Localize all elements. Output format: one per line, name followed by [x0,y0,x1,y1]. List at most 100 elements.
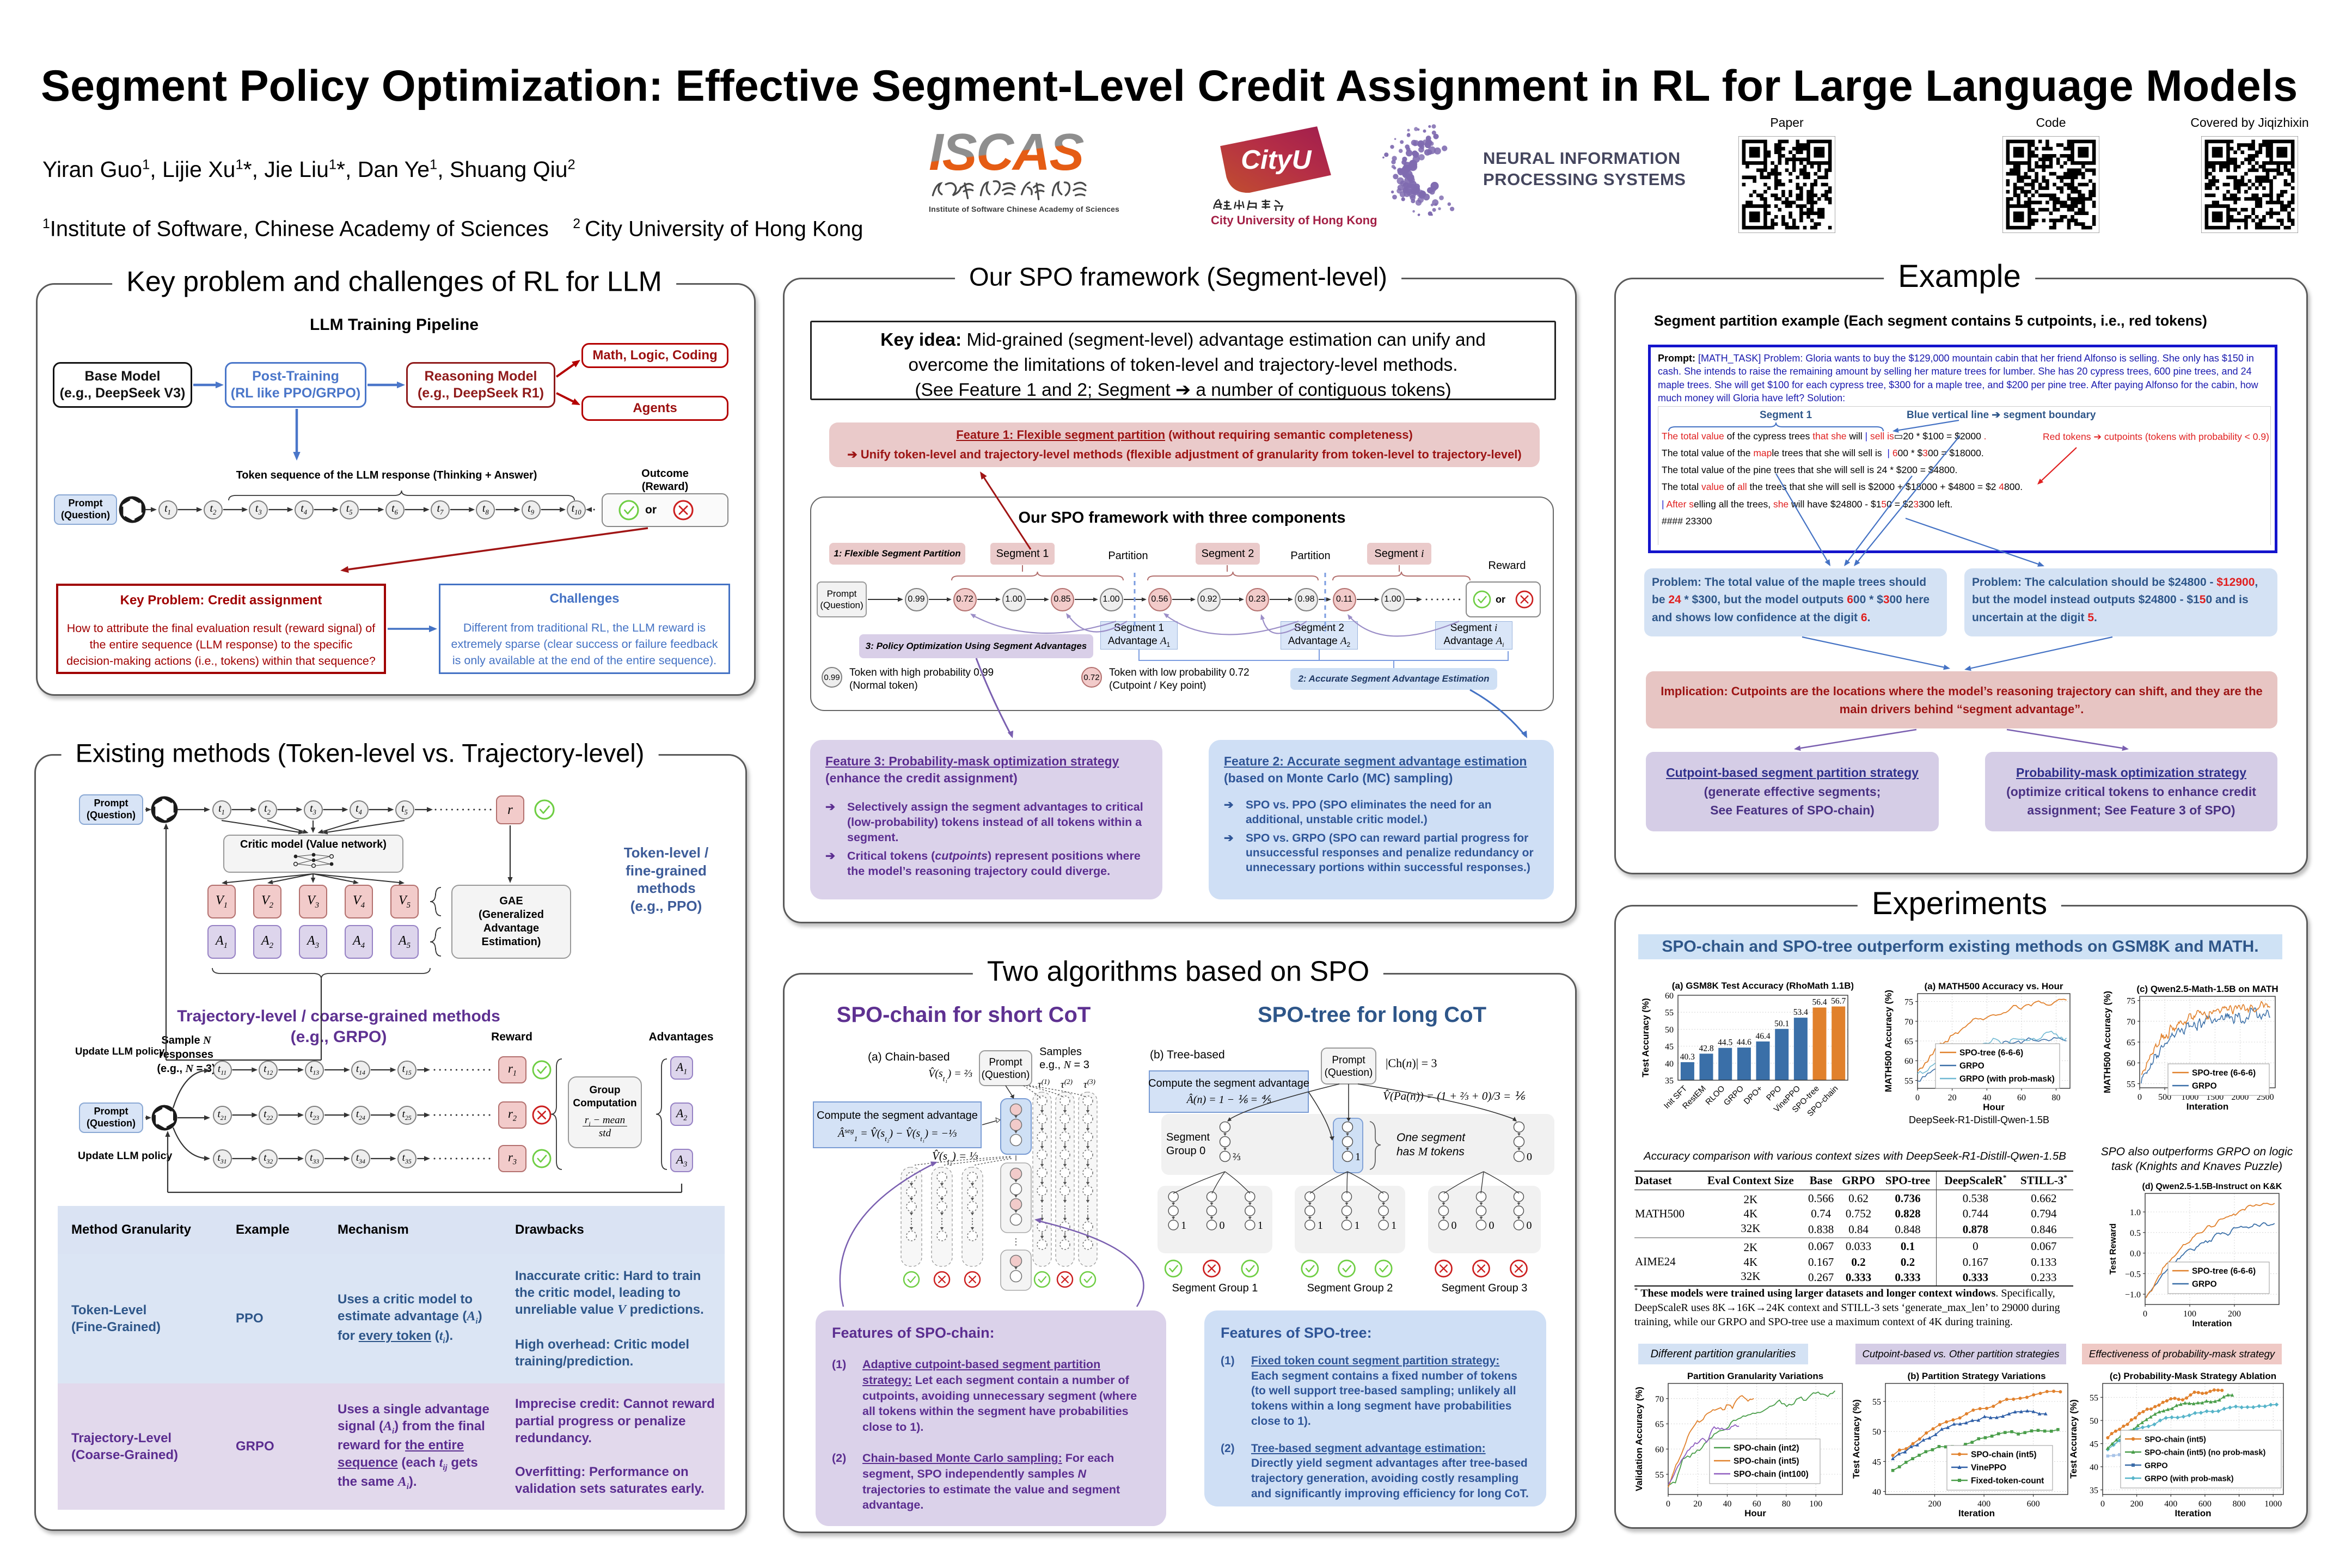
svg-text:80: 80 [1782,1499,1791,1509]
svg-text:55: 55 [2090,1394,2098,1403]
svg-text:(a) Chain-based: (a) Chain-based [868,1051,950,1063]
svg-text:(Question): (Question) [982,1069,1030,1081]
svg-text:65: 65 [1904,1037,1913,1046]
svg-text:35: 35 [2090,1486,2098,1496]
svg-text:|Ch(n)| = 3: |Ch(n)| = 3 [1386,1056,1437,1070]
svg-text:0: 0 [2137,1093,2142,1102]
svg-text:Interation: Interation [2192,1319,2232,1328]
svg-text:70: 70 [1904,1018,1913,1027]
svg-text:Hour: Hour [1744,1508,1766,1518]
svg-text:50: 50 [1665,1025,1674,1034]
svg-text:Compute the segment advantage: Compute the segment advantage [1148,1077,1309,1089]
svg-text:SPO-chain (int5): SPO-chain (int5) [1971,1450,2037,1460]
svg-text:70: 70 [2127,1018,2135,1027]
svg-text:65: 65 [2127,1038,2135,1048]
svg-text:SPO-chain (int5): SPO-chain (int5) [1734,1457,1799,1466]
svg-text:Segment Group 1: Segment Group 1 [1172,1282,1258,1294]
svg-text:has M tokens: has M tokens [1396,1145,1465,1158]
svg-text:55: 55 [2127,1080,2135,1089]
svg-text:VinePPO: VinePPO [1971,1463,2006,1473]
svg-text:⋮: ⋮ [1061,1204,1069,1214]
svg-text:100: 100 [2183,1309,2196,1319]
svg-text:Validation Accuracy (%): Validation Accuracy (%) [1634,1387,1644,1491]
svg-text:SPO-chain (int100): SPO-chain (int100) [1734,1470,1809,1479]
svg-text:GRPO: GRPO [2192,1082,2217,1091]
svg-text:0: 0 [2143,1309,2147,1319]
svg-text:0: 0 [2100,1499,2105,1509]
svg-text:40: 40 [1982,1093,1991,1102]
svg-text:55: 55 [1904,1077,1913,1086]
svg-text:SPO-tree (6-6-6): SPO-tree (6-6-6) [2192,1069,2256,1078]
svg-text:0: 0 [1527,1220,1532,1232]
svg-text:Partition Granularity Variatio: Partition Granularity Variations [1687,1371,1823,1381]
svg-text:75: 75 [2127,997,2135,1006]
svg-text:(a) GSM8K Test Accuracy (RhoMa: (a) GSM8K Test Accuracy (RhoMath 1.1B) [1672,981,1853,991]
svg-text:GRPO: GRPO [1959,1062,1984,1071]
svg-text:Prompt: Prompt [989,1057,1022,1068]
svg-text:60: 60 [2127,1059,2135,1068]
svg-text:0: 0 [1915,1093,1920,1102]
svg-text:One segment: One segment [1396,1131,1466,1144]
svg-text:53.4: 53.4 [1793,1008,1808,1017]
svg-text:GRPO (with prob-mask): GRPO (with prob-mask) [2145,1475,2234,1484]
svg-text:1: 1 [1258,1220,1263,1232]
svg-text:60: 60 [2017,1093,2026,1102]
svg-text:200: 200 [1928,1499,1941,1509]
svg-text:(b) Partition Strategy Variati: (b) Partition Strategy Variations [1907,1371,2045,1381]
svg-text:τ(3): τ(3) [1083,1077,1095,1091]
svg-text:0: 0 [1527,1151,1532,1163]
svg-text:0: 0 [1451,1220,1457,1232]
svg-text:40: 40 [2090,1463,2098,1472]
svg-text:SPO-chain (int2): SPO-chain (int2) [1734,1444,1799,1453]
svg-text:100: 100 [1809,1499,1822,1509]
svg-text:60: 60 [1665,991,1674,1001]
svg-text:56.4: 56.4 [1812,998,1827,1007]
svg-text:(c) Qwen2.5-Math-1.5B on MATH: (c) Qwen2.5-Math-1.5B on MATH [2136,984,2278,994]
svg-text:400: 400 [2164,1499,2177,1509]
svg-text:Segment: Segment [1166,1131,1210,1143]
svg-text:Test Accuracy (%): Test Accuracy (%) [1640,998,1651,1077]
svg-text:Â(n) = 1 − ⅙ = ⅘: Â(n) = 1 − ⅙ = ⅘ [1186,1093,1271,1106]
svg-text:50: 50 [1872,1428,1881,1437]
svg-text:75: 75 [1904,998,1913,1007]
svg-text:GRPO: GRPO [2192,1280,2217,1289]
svg-text:⋮: ⋮ [1012,1238,1020,1247]
svg-text:1: 1 [1391,1220,1396,1232]
svg-text:(a) MATH500 Accuracy vs. Hour: (a) MATH500 Accuracy vs. Hour [1924,981,2063,991]
svg-text:42.8: 42.8 [1699,1044,1713,1053]
svg-text:44.6: 44.6 [1737,1038,1751,1047]
svg-text:Group 0: Group 0 [1166,1145,1205,1157]
svg-text:70: 70 [1655,1395,1664,1404]
svg-text:RLOO: RLOO [1704,1084,1726,1107]
svg-text:τ(2): τ(2) [1061,1077,1073,1091]
svg-text:Iteration: Iteration [1958,1508,1995,1518]
svg-text:Iteration: Iteration [2175,1508,2211,1518]
svg-text:56.7: 56.7 [1831,997,1846,1006]
svg-text:20: 20 [1948,1093,1957,1102]
svg-text:80: 80 [2052,1093,2061,1102]
svg-text:45: 45 [2090,1440,2098,1449]
svg-text:GRPO (with prob-mask): GRPO (with prob-mask) [1959,1075,2055,1084]
svg-text:45: 45 [1872,1457,1881,1467]
svg-text:GRPO: GRPO [2145,1462,2168,1471]
svg-text:(d) Qwen2.5-1.5B-Instruct on K: (d) Qwen2.5-1.5B-Instruct on K&K [2142,1182,2282,1191]
svg-text:600: 600 [2198,1499,2212,1509]
svg-text:GRPO: GRPO [1722,1084,1745,1107]
svg-text:(c) Probability-Mask Strategy: (c) Probability-Mask Strategy Ablation [2110,1371,2276,1381]
svg-text:Compute the segment advantage: Compute the segment advantage [817,1110,978,1122]
svg-text:0.0: 0.0 [2130,1250,2141,1259]
svg-text:⋮: ⋮ [1084,1204,1092,1214]
svg-text:Interation: Interation [2186,1101,2228,1112]
svg-text:46.4: 46.4 [1755,1032,1770,1041]
svg-text:MATH500 Accuracy (%): MATH500 Accuracy (%) [2103,991,2112,1093]
svg-text:50: 50 [2090,1417,2098,1426]
svg-text:0.5: 0.5 [2130,1229,2141,1238]
svg-text:800: 800 [2233,1499,2246,1509]
svg-text:40: 40 [1723,1499,1732,1509]
svg-text:1: 1 [1318,1220,1323,1232]
svg-text:Test Accuracy (%): Test Accuracy (%) [1852,1399,1861,1479]
svg-text:55: 55 [1665,1008,1674,1018]
svg-text:(b) Tree-based: (b) Tree-based [1150,1049,1225,1061]
svg-text:1.0: 1.0 [2130,1208,2141,1217]
svg-text:SPO-chain (int5) (no prob-mask: SPO-chain (int5) (no prob-mask) [2145,1449,2266,1457]
